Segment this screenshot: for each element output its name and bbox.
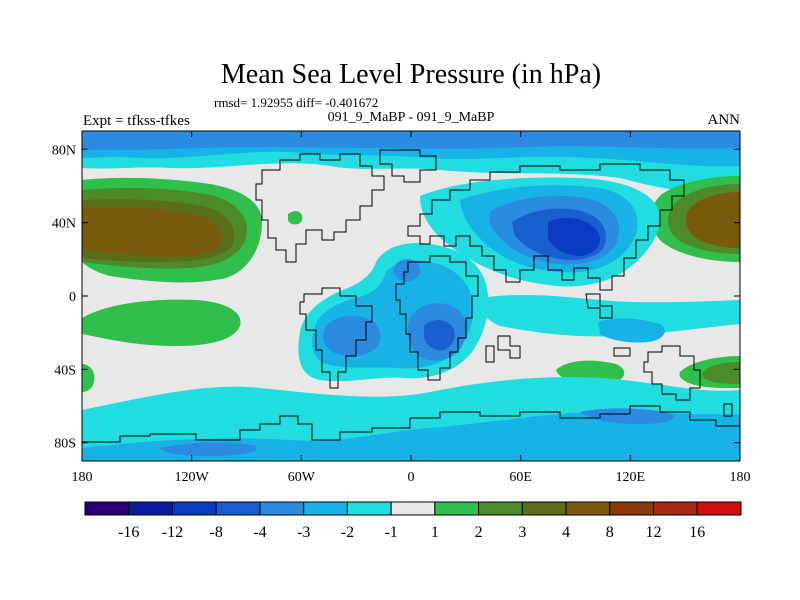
contour-asia-core	[548, 217, 600, 256]
center-label: 091_9_MaBP - 091_9_MaBP	[328, 110, 495, 125]
contour-indian-light	[479, 294, 740, 337]
coast-africa	[395, 255, 479, 381]
colorbar-label-10: 3	[518, 524, 526, 541]
coast-south-america	[299, 287, 373, 389]
contour-spac-west	[82, 364, 95, 392]
colorbar-label-9: 2	[475, 524, 483, 541]
contour-green-spot	[288, 211, 303, 225]
colorbar-label-8: 1	[431, 524, 439, 541]
coast-indonesia	[613, 347, 631, 357]
coast-antarctica	[82, 405, 740, 443]
contour-npac-4	[82, 207, 222, 257]
colorbar-swatch-9	[478, 501, 523, 516]
left-label: Expt = tfkss-tfkes	[83, 113, 190, 129]
x-tick-label-1: 120W	[175, 470, 210, 485]
contour-sant-west	[160, 442, 257, 456]
contour-spac-far-2	[702, 362, 740, 384]
x-tick-label-2: 60W	[288, 470, 316, 485]
colorbar-label-1: -16	[118, 524, 139, 541]
colorbar-label-14: 16	[689, 524, 705, 541]
coast-eurasia	[407, 163, 685, 291]
colorbar-swatch-1	[128, 501, 173, 516]
x-tick-label-5: 120E	[616, 470, 646, 485]
colorbar-label-3: -8	[210, 524, 223, 541]
contour-sant-dark	[580, 408, 675, 424]
stats-line: rmsd= 1.92955 diff= -0.401672	[214, 95, 378, 110]
colorbar: -16 -12 -8 -4 -3 -2 -1 1 2 3 4 8 12 16	[84, 501, 742, 541]
x-tick-label-0: 180	[72, 470, 93, 485]
colorbar-label-7: -1	[384, 524, 397, 541]
coast-north-america	[255, 153, 385, 263]
coastlines	[82, 149, 740, 443]
y-tick-label-1: 40N	[52, 217, 76, 232]
colorbar-label-12: 8	[606, 524, 614, 541]
y-tick-label-3: 40S	[54, 363, 76, 378]
colorbar-swatch-6	[346, 501, 392, 516]
contour-spac-green	[82, 299, 241, 346]
contour-nwpac-3	[685, 192, 740, 248]
y-tick-label-0: 80N	[52, 143, 76, 158]
colorbar-label-4: -4	[253, 524, 266, 541]
colorbar-swatch-4	[259, 501, 305, 516]
coast-india	[497, 335, 521, 359]
map-axes: 180 120W 60W 0 60E 120E 180 80N 40N 0 40S 80S	[52, 131, 751, 485]
coast-new-zealand	[723, 403, 733, 417]
colorbar-swatch-0	[84, 501, 130, 516]
contour-safr-core	[424, 320, 455, 351]
colorbar-label-6: -2	[341, 524, 354, 541]
x-tick-label-6: 180	[730, 470, 751, 485]
y-tick-label-4: 80S	[54, 437, 76, 452]
y-tick-label-2: 0	[69, 290, 76, 305]
map-field	[82, 131, 740, 461]
map-frame	[81, 130, 741, 462]
colorbar-swatch-7	[390, 501, 436, 516]
colorbar-swatch-5	[303, 501, 348, 516]
x-tick-label-4: 60E	[509, 470, 532, 485]
colorbar-swatch-14	[696, 501, 742, 516]
contour-indian-mid	[598, 318, 665, 343]
colorbar-swatch-12	[609, 501, 655, 516]
colorbar-label-11: 4	[562, 524, 570, 541]
coast-southeast-asia	[585, 293, 613, 319]
colorbar-swatch-2	[171, 501, 217, 516]
coast-greenland	[379, 149, 437, 183]
colorbar-label-2: -12	[162, 524, 183, 541]
colorbar-swatch-8	[434, 501, 480, 516]
colorbar-swatch-10	[521, 501, 567, 516]
x-tick-label-3: 0	[408, 470, 415, 485]
coast-australia	[643, 345, 701, 401]
contour-atl-spot	[393, 259, 421, 282]
right-label: ANN	[708, 112, 741, 128]
contour-arctic-dark	[82, 131, 740, 150]
colorbar-swatch-11	[565, 501, 611, 516]
colorbar-swatch-3	[215, 501, 261, 516]
colorbar-label-13: 12	[646, 524, 662, 541]
colorbar-label-5: -3	[297, 524, 310, 541]
colorbar-swatch-13	[653, 501, 698, 516]
coast-madagascar	[485, 345, 495, 363]
chart-title: Mean Sea Level Pressure (in hPa)	[221, 59, 601, 90]
